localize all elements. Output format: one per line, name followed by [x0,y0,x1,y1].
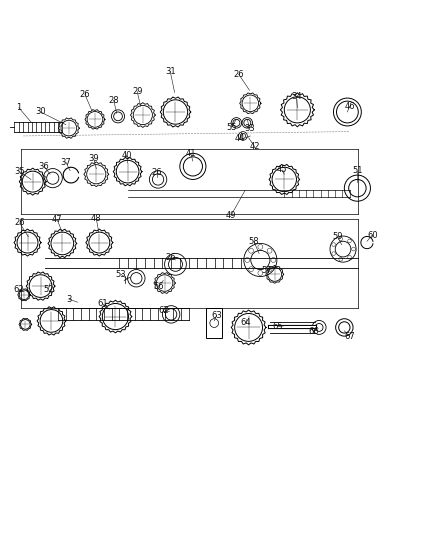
Text: 42: 42 [249,142,260,151]
Text: 47: 47 [52,215,62,224]
Text: 26: 26 [14,219,25,228]
Text: 62: 62 [14,285,24,294]
Text: 37: 37 [60,158,71,166]
Text: 51: 51 [352,166,363,175]
Text: 1: 1 [16,103,21,112]
Text: 49: 49 [226,211,237,220]
Text: 26: 26 [80,90,90,99]
Text: 59: 59 [332,232,343,241]
Text: 39: 39 [88,154,99,163]
Text: 65: 65 [272,322,283,331]
Text: 61: 61 [97,299,108,308]
Text: 29: 29 [132,87,142,96]
Text: 31: 31 [165,67,176,76]
Text: 55: 55 [226,123,237,132]
Text: 41: 41 [185,149,196,158]
Text: 26: 26 [152,168,162,177]
Text: 64: 64 [240,318,251,327]
Text: 58: 58 [248,237,259,246]
Text: 48: 48 [91,214,102,223]
Text: 62: 62 [158,306,169,316]
Text: 57: 57 [261,266,272,276]
Text: 44: 44 [235,134,245,143]
Text: 56: 56 [154,281,164,290]
Text: 30: 30 [35,108,46,117]
Text: 66: 66 [308,327,319,336]
Text: 28: 28 [108,96,119,105]
Bar [206,308,223,338]
Text: 34: 34 [291,92,302,101]
Text: 67: 67 [344,332,355,341]
Text: 26: 26 [165,253,176,262]
Text: 60: 60 [367,231,378,240]
Text: 52: 52 [43,285,53,294]
Text: 53: 53 [116,270,127,279]
Text: 46: 46 [344,102,355,111]
Text: 45: 45 [277,165,287,174]
Text: 26: 26 [233,70,244,79]
Text: 33: 33 [244,124,255,133]
Text: 63: 63 [212,311,222,320]
Text: 40: 40 [121,151,132,159]
Text: 35: 35 [14,167,25,176]
Text: 3: 3 [66,295,71,304]
Text: 36: 36 [39,162,49,171]
